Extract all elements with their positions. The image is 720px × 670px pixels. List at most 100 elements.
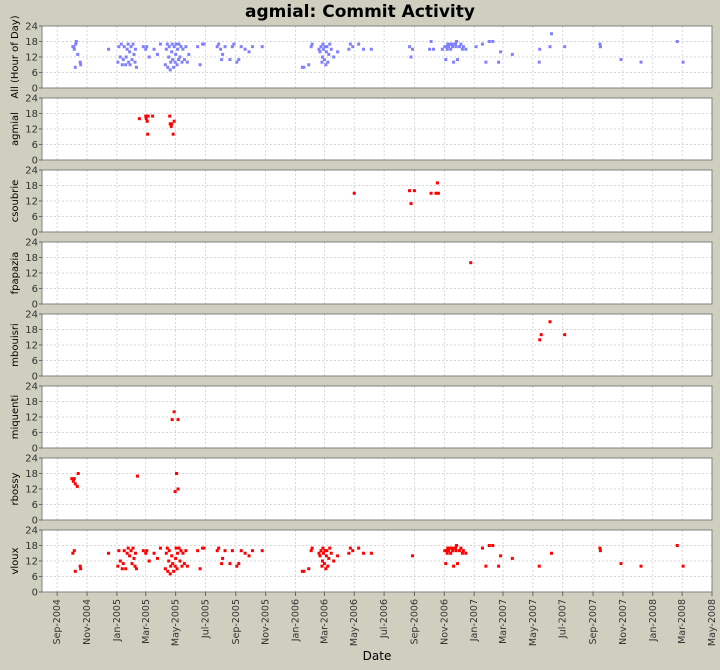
- data-point: [598, 45, 602, 49]
- data-point: [510, 556, 514, 560]
- x-tick-label: Mar-2007: [498, 599, 509, 644]
- x-tick-label: May-2008: [707, 599, 718, 646]
- data-point: [332, 55, 336, 59]
- data-point: [464, 551, 468, 555]
- x-tick-label: Jul-2007: [558, 599, 569, 639]
- data-point: [320, 564, 324, 568]
- data-point: [173, 490, 177, 494]
- data-point: [122, 549, 126, 553]
- data-point: [460, 551, 464, 555]
- data-point: [329, 47, 333, 51]
- data-point: [116, 564, 120, 568]
- data-point: [177, 546, 181, 550]
- data-point: [598, 546, 602, 550]
- y-tick-label: 24: [25, 382, 38, 393]
- data-point: [230, 45, 234, 49]
- panel-vloux: 0 6 12 18 24 vloux: [10, 526, 713, 599]
- data-point: [118, 559, 122, 563]
- data-point: [184, 549, 188, 553]
- y-axis-label: All (Hour of Day): [10, 15, 21, 98]
- data-point: [548, 320, 552, 324]
- y-tick-label: 18: [25, 109, 38, 120]
- data-point: [563, 333, 567, 337]
- data-point: [179, 549, 183, 553]
- x-tick-label: Jan-2008: [648, 599, 659, 642]
- data-point: [320, 55, 324, 59]
- y-tick-label: 12: [25, 413, 38, 424]
- data-point: [130, 58, 134, 62]
- data-point: [196, 45, 200, 49]
- data-point: [173, 60, 177, 64]
- data-point: [169, 60, 173, 64]
- data-point: [170, 50, 174, 54]
- data-point: [129, 549, 133, 553]
- y-tick-label: 18: [25, 37, 38, 48]
- data-point: [237, 58, 241, 62]
- data-point: [336, 50, 340, 54]
- data-point: [260, 45, 264, 49]
- data-point: [158, 546, 162, 550]
- x-tick-label: Nov-2004: [82, 599, 93, 645]
- data-point: [187, 52, 191, 56]
- data-point: [72, 549, 76, 553]
- y-tick-label: 18: [25, 181, 38, 192]
- data-point: [302, 569, 306, 573]
- data-point: [307, 567, 311, 571]
- data-point: [174, 52, 178, 56]
- data-point: [133, 60, 137, 64]
- data-point: [141, 45, 145, 49]
- data-point: [177, 42, 181, 46]
- data-point: [152, 47, 156, 51]
- data-point: [230, 549, 234, 553]
- data-point: [410, 47, 414, 51]
- data-point: [321, 47, 325, 51]
- data-point: [247, 50, 251, 54]
- data-point: [127, 60, 131, 64]
- data-point: [457, 45, 461, 49]
- data-point: [73, 65, 77, 69]
- y-tick-label: 18: [25, 397, 38, 408]
- chart-title: agmial: Commit Activity: [245, 2, 475, 22]
- data-point: [322, 58, 326, 62]
- data-point: [321, 551, 325, 555]
- data-point: [178, 55, 182, 59]
- data-point: [124, 55, 128, 59]
- data-point: [447, 45, 451, 49]
- data-point: [449, 47, 453, 51]
- data-point: [180, 60, 184, 64]
- data-point: [172, 45, 176, 49]
- data-point: [232, 42, 236, 46]
- data-point: [369, 47, 373, 51]
- y-tick-label: 12: [25, 269, 38, 280]
- data-point: [434, 191, 438, 195]
- data-point: [141, 549, 145, 553]
- data-point: [452, 60, 456, 64]
- y-tick-label: 0: [32, 588, 38, 599]
- data-point: [549, 32, 553, 36]
- y-tick-label: 24: [25, 22, 38, 33]
- data-point: [151, 114, 155, 118]
- data-point: [428, 47, 432, 51]
- data-point: [131, 42, 135, 46]
- data-point: [168, 114, 172, 118]
- data-point: [145, 45, 149, 49]
- data-point: [172, 119, 176, 123]
- y-tick-label: 0: [32, 516, 38, 527]
- data-point: [220, 562, 224, 566]
- data-point: [499, 554, 503, 558]
- data-point: [171, 58, 175, 62]
- data-point: [166, 569, 170, 573]
- data-point: [163, 567, 167, 571]
- data-point: [429, 40, 433, 43]
- data-point: [317, 47, 321, 51]
- data-point: [174, 556, 178, 560]
- data-point: [126, 42, 130, 46]
- data-point: [549, 551, 553, 555]
- data-point: [454, 42, 458, 46]
- data-point: [121, 58, 125, 62]
- data-point: [223, 45, 227, 49]
- data-point: [319, 549, 323, 553]
- x-tick-label: Jan-2007: [469, 599, 480, 642]
- data-point: [223, 549, 227, 553]
